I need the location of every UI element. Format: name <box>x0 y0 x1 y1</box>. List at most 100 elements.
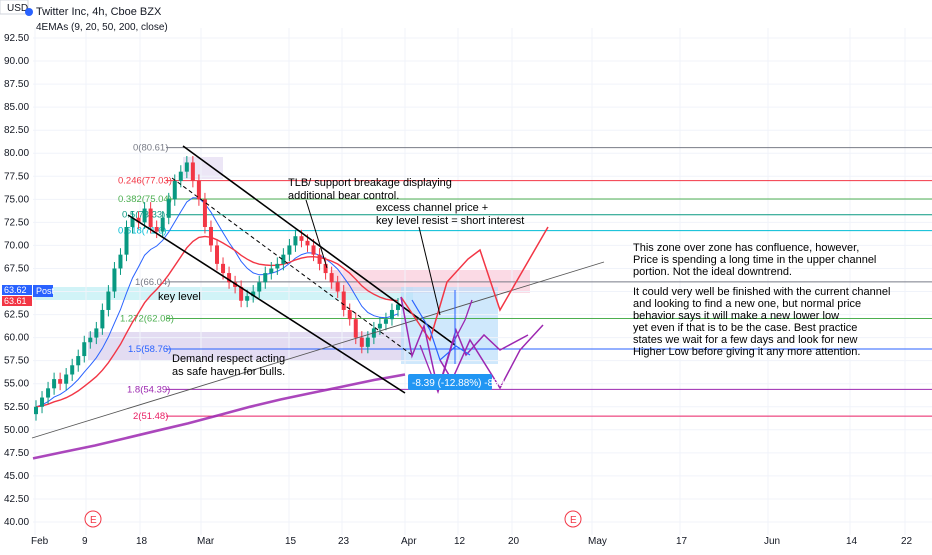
currency-box[interactable] <box>0 0 29 15</box>
candle-body[interactable] <box>269 268 274 274</box>
finished-note-line-1: It could very well be finished with the … <box>633 286 890 298</box>
candle-body[interactable] <box>383 319 388 324</box>
candle-body[interactable] <box>317 254 322 264</box>
candle-body[interactable] <box>377 323 382 329</box>
candle-body[interactable] <box>172 180 177 200</box>
indicator-legend[interactable]: 4EMAs (9, 20, 50, 200, close) <box>36 22 168 33</box>
candle-body[interactable] <box>154 226 159 232</box>
candle-body[interactable] <box>202 199 207 227</box>
candle-body[interactable] <box>82 342 87 357</box>
candle-body[interactable] <box>76 356 81 366</box>
finished-note-line-2: and looking to find a new one, but norma… <box>633 298 861 310</box>
fib-level-label: 1(66.04) <box>135 277 170 288</box>
candle-body[interactable] <box>58 379 63 384</box>
candle-body[interactable] <box>287 245 292 255</box>
candle-body[interactable] <box>396 304 400 310</box>
candle-body[interactable] <box>227 273 232 283</box>
time-tick-label: May <box>588 536 607 547</box>
channel-lower-line[interactable] <box>127 214 406 394</box>
candle-body[interactable] <box>178 171 183 181</box>
symbol-title[interactable]: Twitter Inc, 4h, Cboe BZX <box>36 6 162 18</box>
price-tick-label: 72.50 <box>4 217 29 228</box>
candle-body[interactable] <box>305 240 310 246</box>
symbol-logo-icon <box>25 8 33 16</box>
currency-label: USD <box>7 3 28 14</box>
earnings-marker-1[interactable] <box>84 510 102 528</box>
candle-body[interactable] <box>311 245 316 255</box>
candle-body[interactable] <box>40 397 45 407</box>
candle-body[interactable] <box>130 217 135 227</box>
candle-body[interactable] <box>215 245 219 264</box>
candle-body[interactable] <box>347 309 352 320</box>
candle-body[interactable] <box>329 273 334 283</box>
candle-body[interactable] <box>112 268 117 292</box>
price-tick-label: 62.50 <box>4 310 29 321</box>
excess-line-1: excess channel price + <box>376 202 488 214</box>
candle-body[interactable] <box>190 162 195 181</box>
price-tick-label: 90.00 <box>4 56 29 67</box>
fib-level-label: 0(80.61) <box>133 143 168 154</box>
candle-body[interactable] <box>335 282 340 292</box>
earnings-marker-2-label: E <box>570 515 577 526</box>
key-level-label: key level <box>158 291 201 303</box>
candle-body[interactable] <box>52 379 57 389</box>
channel-mid-line <box>171 177 413 356</box>
candle-body[interactable] <box>299 236 304 241</box>
candle-body[interactable] <box>124 226 129 255</box>
candle-body[interactable] <box>88 337 93 343</box>
candle-body[interactable] <box>275 263 280 269</box>
candle-body[interactable] <box>148 208 153 227</box>
candle-body[interactable] <box>263 273 268 283</box>
candle-body[interactable] <box>251 291 256 297</box>
candle-body[interactable] <box>281 254 286 264</box>
candle-body[interactable] <box>94 328 99 338</box>
candle-body[interactable] <box>389 309 394 320</box>
candle-body[interactable] <box>118 254 123 269</box>
price-tick-label: 82.50 <box>4 125 29 136</box>
candle-body[interactable] <box>100 309 105 329</box>
candle-body[interactable] <box>365 337 370 347</box>
candle-body[interactable] <box>136 217 141 223</box>
candle-body[interactable] <box>106 291 111 310</box>
tlb-line-1: TLB/ support breakage displaying <box>288 177 452 189</box>
zone-note-line-3: portion. Not the ideal downtrend. <box>633 266 792 278</box>
channel-upper-line[interactable] <box>182 145 456 346</box>
ema-200-line[interactable] <box>32 373 406 460</box>
candle-body[interactable] <box>341 291 346 310</box>
tlb-arrow <box>305 199 328 269</box>
trend-line[interactable] <box>31 261 605 439</box>
candle-body[interactable] <box>293 236 298 246</box>
candle-body[interactable] <box>196 180 201 200</box>
candle-body[interactable] <box>166 199 171 218</box>
candle-body[interactable] <box>221 263 226 274</box>
candle-body[interactable] <box>208 226 213 246</box>
fib-level-label: 1.5(58.76) <box>128 344 171 355</box>
price-tick-label: 75.00 <box>4 194 29 205</box>
candle-body[interactable] <box>353 319 358 338</box>
candle-body[interactable] <box>239 286 244 301</box>
time-tick-label: 23 <box>338 536 350 547</box>
demand-line-1: Demand respect acting <box>172 353 285 365</box>
candle-body[interactable] <box>359 337 364 347</box>
candle-body[interactable] <box>64 374 69 384</box>
last-price-text-2: 63.61 <box>4 296 27 306</box>
candle-body[interactable] <box>160 217 165 232</box>
candle-body[interactable] <box>257 282 262 292</box>
price-tick-label: 47.50 <box>4 448 29 459</box>
candle-body[interactable] <box>46 388 51 398</box>
candle-body[interactable] <box>34 406 38 415</box>
earnings-marker-2[interactable] <box>564 510 582 528</box>
price-tick-label: 60.00 <box>4 333 29 344</box>
candle-body[interactable] <box>184 162 189 172</box>
demand-zone <box>88 332 406 360</box>
candle-body[interactable] <box>323 263 328 274</box>
price-tick-label: 92.50 <box>4 33 29 44</box>
demand-line-2: as safe haven for bulls. <box>172 366 285 378</box>
candle-body[interactable] <box>245 296 250 301</box>
price-tick-label: 80.00 <box>4 148 29 159</box>
ema-9-line[interactable] <box>35 197 399 408</box>
candle-body[interactable] <box>70 365 75 375</box>
candle-body[interactable] <box>142 208 147 223</box>
